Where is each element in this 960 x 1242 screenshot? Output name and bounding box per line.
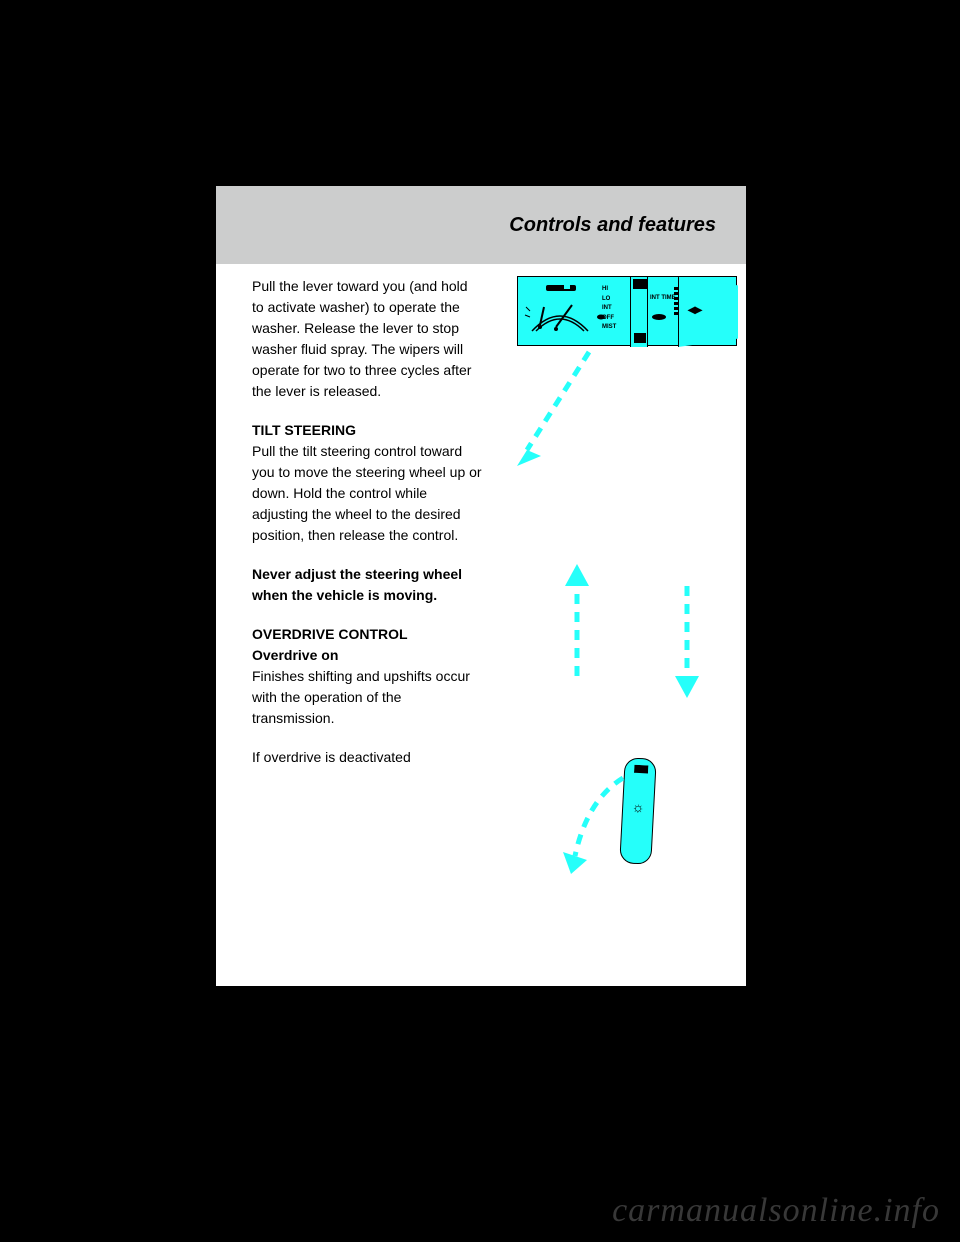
warning: Never adjust the steering wheel when the… <box>252 566 462 603</box>
page-content: Pull the lever toward you (and hold to a… <box>252 276 712 768</box>
tilt-arrows-icon <box>517 546 737 736</box>
mode-indicator-icon <box>596 313 606 321</box>
lever-body: HI LO INT OFF MIST INT TIME <box>517 276 737 346</box>
lever-handle <box>678 277 738 347</box>
paragraph: If overdrive is deactivated <box>252 747 482 768</box>
wiper-icon <box>522 281 598 343</box>
lever-mode-labels: HI LO INT OFF MIST <box>602 285 630 333</box>
heading-overdrive: OVERDRIVE CONTROL <box>252 624 482 645</box>
wiper-icon-area <box>522 281 598 343</box>
heading-tilt: TILT STEERING <box>252 420 482 441</box>
section-header: Controls and features <box>216 186 746 264</box>
figure-tilt-lever: ☼ <box>517 756 737 896</box>
label-mist: MIST <box>602 323 630 333</box>
figure-tilt-arrows <box>517 546 737 736</box>
motion-arrow-icon <box>507 346 607 476</box>
figure-wiper-lever: HI LO INT OFF MIST INT TIME <box>517 276 737 476</box>
paragraph: Pull the lever toward you (and hold to a… <box>252 276 482 402</box>
turn-signal-icon: ◂▸ <box>688 299 702 320</box>
divider-bottom-icon <box>634 333 646 345</box>
paragraph: Finishes shifting and upshifts occur wit… <box>252 666 482 729</box>
label-off: OFF <box>602 314 630 324</box>
paragraph: Pull the tilt steering control toward yo… <box>252 441 482 546</box>
label-int: INT <box>602 304 630 314</box>
int-time-label: INT TIME <box>650 295 676 302</box>
divider-top-icon <box>633 279 647 291</box>
int-indicator-icon <box>650 313 668 321</box>
watermark: carmanualsonline.info <box>0 1180 960 1242</box>
tilt-motion-arrow-icon <box>527 760 667 890</box>
warning-text: Never adjust the steering wheel when the… <box>252 564 482 606</box>
lever-divider <box>630 277 648 347</box>
manual-page: Controls and features Pull the lever tow… <box>216 186 746 986</box>
label-hi: HI <box>602 285 630 295</box>
label-lo: LO <box>602 295 630 305</box>
subheading-overdrive-on: Overdrive on <box>252 645 482 666</box>
section-title: Controls and features <box>509 214 716 237</box>
